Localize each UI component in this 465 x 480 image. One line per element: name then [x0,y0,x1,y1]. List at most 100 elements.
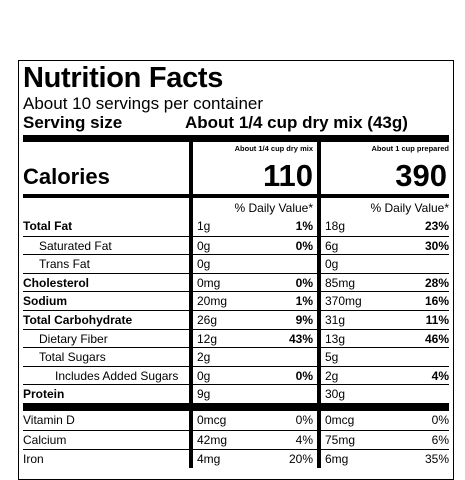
amount: 20mg [197,294,228,309]
amount: 1g [197,219,211,233]
cell-prepared: 85mg 28% [317,273,449,292]
vitamin-row: Iron 4mg 20% 6mg 35% [23,448,449,468]
percent-daily-value: 43% [288,331,313,346]
calories-label: Calories [23,164,110,189]
cell-dry-mix: 20mg 1% [189,292,317,310]
percent-daily-value: 0% [431,412,449,427]
calories-row: Calories About 1/4 cup dry mix 110 About… [23,142,449,194]
amount: 42mg [197,432,228,447]
daily-value-header-dry-mix: % Daily Value* [189,198,317,217]
percent-daily-value: 30% [424,238,449,253]
amount: 2g [197,350,211,365]
nutrition-facts-label: Nutrition Facts About 10 servings per co… [18,60,454,480]
amount: 0mcg [325,412,355,427]
amount: 85mg [325,275,356,290]
amount: 9g [197,387,211,402]
serving-size-row: Serving size About 1/4 cup dry mix (43g) [23,113,449,133]
divider-heavy [23,402,449,411]
vitamin-row: Vitamin D 0mcg 0% 0mcg 0% [23,410,449,430]
percent-daily-value: 16% [424,294,449,309]
amount: 2g [325,368,339,383]
nutrient-name: Dietary Fiber [39,331,108,346]
nutrient-row: Includes Added Sugars 0g 0% 2g 4% [23,365,449,385]
nutrient-name: Iron [23,451,44,466]
cell-prepared: 6mg 35% [317,449,449,468]
amount: 13g [325,331,346,346]
nutrient-list: Total Fat 1g 1% 18g 23% Saturated Fat 0g 0% 6g 30… [23,217,449,403]
divider-thick [23,135,449,142]
column-header-prepared: About 1 cup prepared [371,144,449,153]
cell-prepared: 0g [317,255,449,273]
amount: 0g [197,368,211,383]
serving-size-value: About 1/4 cup dry mix (43g) [185,113,408,132]
servings-per-container: About 10 servings per container [23,94,264,113]
cell-dry-mix: 1g 1% [189,217,317,236]
cell-dry-mix: 0mcg 0% [189,410,317,430]
amount: 0mg [197,275,221,290]
amount: 370mg [325,294,362,309]
cell-prepared: 0mcg 0% [317,410,449,430]
nutrient-name: Includes Added Sugars [55,368,179,383]
cell-dry-mix: 9g [189,385,317,403]
amount: 0g [197,257,211,272]
daily-value-header-prepared: % Daily Value* [317,198,449,217]
cell-dry-mix: 0g 0% [189,236,317,255]
percent-daily-value: 46% [424,331,449,346]
amount: 5g [325,350,339,365]
cell-dry-mix: 12g 43% [189,329,317,348]
amount: 12g [197,331,218,346]
nutrient-name: Trans Fat [39,257,90,272]
percent-daily-value: 1% [295,294,313,309]
nutrient-row: Sodium 20mg 1% 370mg 16% [23,291,449,310]
nutrient-row: Trans Fat 0g 0g [23,254,449,273]
percent-daily-value: 11% [425,312,449,327]
cell-prepared: 2g 4% [317,366,449,385]
nutrient-name: Protein [23,387,65,402]
percent-daily-value: 0% [295,275,313,290]
amount: 75mg [325,432,356,447]
cell-prepared: 30g [317,385,449,403]
amount: 0g [197,238,211,253]
nutrient-name: Saturated Fat [39,238,112,253]
cell-dry-mix: 2g [189,348,317,366]
column-header-dry-mix: About 1/4 cup dry mix [234,144,313,153]
percent-daily-value: 4% [295,432,313,447]
vitamin-row: Calcium 42mg 4% 75mg 6% [23,429,449,449]
nutrient-name: Cholesterol [23,275,90,290]
cell-prepared: 13g 46% [317,329,449,348]
percent-daily-value: 0% [295,368,313,383]
cell-dry-mix: 26g 9% [189,310,317,329]
cell-dry-mix: 0g [189,255,317,273]
nutrient-name: Total Fat [23,219,73,233]
nutrient-row: Total Fat 1g 1% 18g 23% [23,217,449,236]
divider-medium [23,194,449,198]
percent-daily-value: 28% [424,275,449,290]
percent-daily-value: 1% [295,219,313,233]
nutrient-name: Total Carbohydrate [23,312,133,327]
cell-prepared: 6g 30% [317,236,449,255]
calories-dry-mix: 110 [262,158,313,193]
amount: 6g [325,238,339,253]
vitamin-list: Vitamin D 0mcg 0% 0mcg 0% Calcium 42mg 4% 75mg 6%… [23,410,449,468]
cell-prepared: 31g 11% [317,310,449,329]
amount: 0g [325,257,339,272]
amount: 31g [325,312,346,327]
nutrient-row: Dietary Fiber 12g 43% 13g 46% [23,328,449,348]
amount: 18g [325,219,346,233]
cell-dry-mix: 42mg 4% [189,430,317,449]
calories-prepared: 390 [395,158,447,193]
nutrient-row: Saturated Fat 0g 0% 6g 30% [23,235,449,255]
amount: 26g [197,312,218,327]
cell-dry-mix: 0mg 0% [189,273,317,292]
percent-daily-value: 6% [431,432,449,447]
nutrient-name: Total Sugars [39,350,106,365]
percent-daily-value: 4% [431,368,449,383]
cell-prepared: 75mg 6% [317,430,449,449]
cell-dry-mix: 4mg 20% [189,449,317,468]
cell-dry-mix: 0g 0% [189,366,317,385]
percent-daily-value: 0% [295,238,313,253]
nutrient-name: Calcium [23,432,67,447]
cell-prepared: 370mg 16% [317,292,449,310]
daily-value-header-row: % Daily Value* % Daily Value* [23,198,449,217]
nutrient-row: Cholesterol 0mg 0% 85mg 28% [23,272,449,292]
